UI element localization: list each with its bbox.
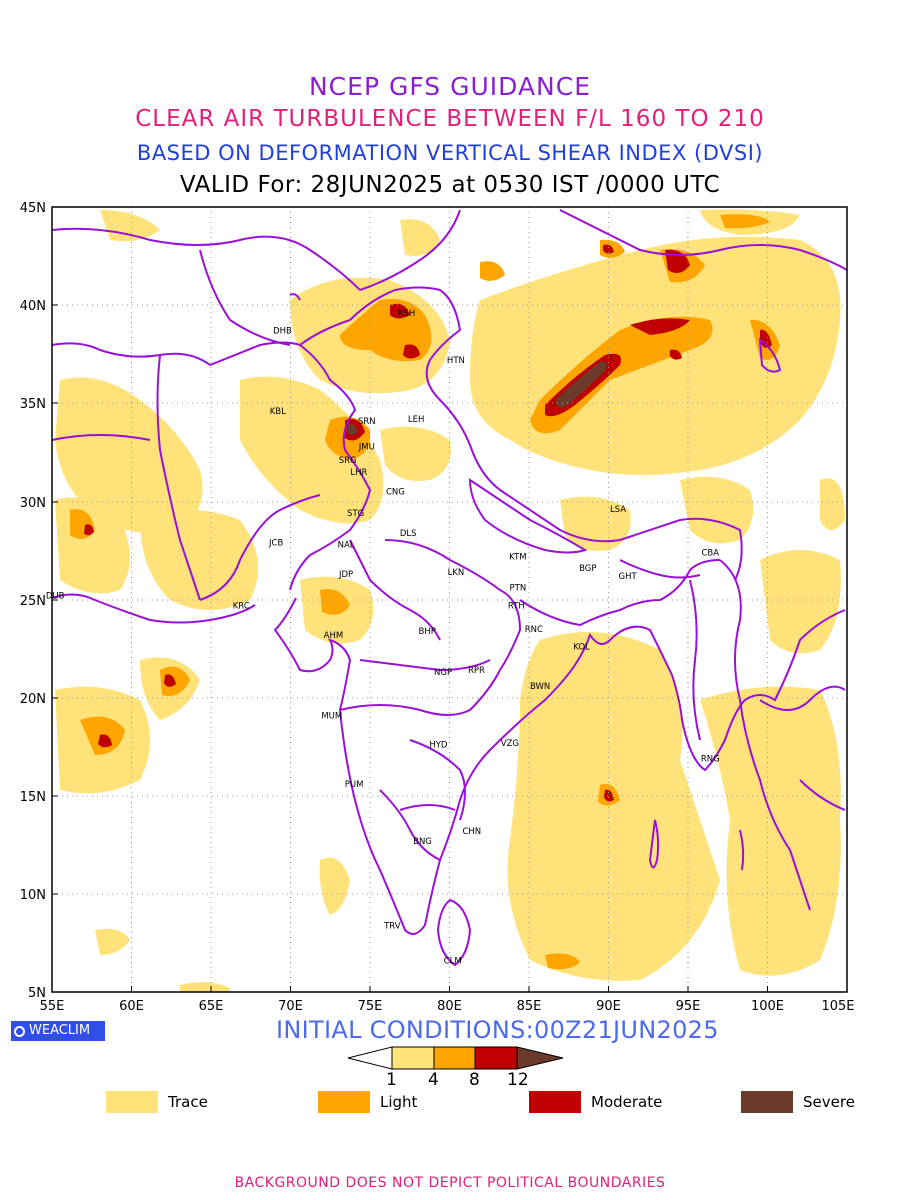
city-label-nal: NAL: [338, 541, 355, 551]
initial-conditions: INITIAL CONDITIONS:00Z21JUN2025: [276, 1016, 719, 1044]
colorbar-threshold: 8: [469, 1070, 480, 1090]
city-label-srg: SRG: [339, 456, 357, 466]
logo-text: WEACLIM: [29, 1023, 91, 1038]
city-label-kol: KOL: [573, 643, 590, 653]
legend-label: Severe: [803, 1093, 855, 1111]
city-label-cng: CNG: [386, 488, 405, 498]
city-label-hyd: HYD: [429, 741, 448, 751]
lon-label: 55E: [40, 999, 65, 1014]
city-label-dhb: DHB: [273, 327, 292, 337]
legend-swatch: [106, 1091, 158, 1113]
lat-label: 30N: [20, 496, 46, 511]
legend-swatch: [529, 1091, 581, 1113]
city-label-stg: STG: [347, 509, 364, 519]
city-label-ahm: AHM: [324, 631, 344, 641]
title-method: BASED ON DEFORMATION VERTICAL SHEAR INDE…: [136, 141, 764, 165]
city-label-cba: CBA: [702, 548, 720, 558]
city-label-lhr: LHR: [350, 468, 367, 478]
colorbar-threshold: 1: [386, 1070, 397, 1090]
title-model-guidance: NCEP GFS GUIDANCE: [308, 72, 591, 101]
lon-label: 65E: [199, 999, 224, 1014]
lat-label: 20N: [20, 692, 46, 707]
logo-ring-icon: [14, 1025, 25, 1037]
city-label-krc: KRC: [233, 601, 250, 611]
city-label-srn: SRN: [358, 417, 376, 427]
city-label-rng: RNG: [701, 755, 720, 765]
turbulence-shading: [55, 209, 845, 992]
city-label-kbl: KBL: [270, 407, 286, 417]
lon-label: 100E: [751, 999, 784, 1014]
city-label-htn: HTN: [447, 356, 465, 366]
weaclim-logo: WEACLIM: [11, 1021, 105, 1041]
city-label-clm: CLM: [444, 957, 462, 967]
footer-disclaimer: BACKGROUND DOES NOT DEPICT POLITICAL BOU…: [234, 1175, 666, 1191]
colorbar: [347, 1046, 564, 1070]
lat-label: 10N: [20, 888, 46, 903]
city-label-lsa: LSA: [610, 505, 626, 515]
legend-swatch: [741, 1091, 793, 1113]
colorbar-above-max: [516, 1046, 564, 1070]
city-label-jdp: JDP: [338, 570, 353, 580]
city-label-bhp: BHP: [419, 627, 436, 637]
lon-label: 70E: [278, 999, 303, 1014]
axis-ticks: [52, 206, 768, 993]
city-label-vzg: VZG: [501, 739, 519, 749]
legend-label: Moderate: [591, 1093, 663, 1111]
city-label-leh: LEH: [408, 415, 425, 425]
colorbar-threshold: 12: [507, 1070, 529, 1090]
city-label-jmu: JMU: [358, 442, 375, 452]
city-label-rnc: RNC: [525, 625, 543, 635]
city-label-lkn: LKN: [448, 568, 465, 578]
lat-label: 40N: [20, 299, 46, 314]
legend-label: Light: [380, 1093, 418, 1111]
city-label-bwn: BWN: [530, 682, 550, 692]
boundaries: [52, 209, 847, 967]
city-label-trv: TRV: [383, 921, 401, 931]
city-label-rpr: RPR: [468, 666, 485, 676]
lat-label: 45N: [20, 201, 46, 216]
legend-label: Trace: [168, 1093, 208, 1111]
city-label-ngp: NGP: [434, 668, 452, 678]
title-valid-time: VALID For: 28JUN2025 at 0530 IST /0000 U…: [179, 172, 721, 198]
lon-label: 95E: [676, 999, 701, 1014]
city-label-bng: BNG: [413, 837, 432, 847]
city-label-jcb: JCB: [268, 539, 283, 549]
lon-label: 105E: [821, 999, 854, 1014]
title-product: CLEAR AIR TURBULENCE BETWEEN F/L 160 TO …: [135, 106, 765, 132]
lat-label: 25N: [20, 594, 46, 609]
colorbar-threshold: 4: [428, 1070, 439, 1090]
city-label-ptn: PTN: [510, 584, 527, 594]
lat-label: 35N: [20, 397, 46, 412]
lon-label: 80E: [437, 999, 462, 1014]
city-label-bgp: BGP: [579, 564, 596, 574]
colorbar-below-min: [347, 1046, 393, 1070]
city-label-ksh: KSH: [398, 309, 415, 319]
lon-label: 60E: [119, 999, 144, 1014]
city-label-mum: MUM: [321, 711, 342, 721]
city-label-rth: RTH: [508, 601, 525, 611]
lon-label: 75E: [358, 999, 383, 1014]
city-label-chn: CHN: [462, 827, 481, 837]
colorbar-segment-light: [433, 1046, 476, 1070]
colorbar-segment-trace: [391, 1046, 435, 1070]
colorbar-segment-moderate: [474, 1046, 518, 1070]
lat-label: 5N: [28, 986, 46, 1001]
city-label-dls: DLS: [400, 529, 417, 539]
lat-label: 15N: [20, 790, 46, 805]
city-label-pum: PUM: [345, 780, 364, 790]
legend-swatch: [318, 1091, 370, 1113]
lon-label: 90E: [596, 999, 621, 1014]
city-label-dub: DUB: [46, 592, 65, 602]
city-label-ktm: KTM: [509, 552, 526, 562]
city-label-ght: GHT: [619, 572, 638, 582]
lon-label: 85E: [517, 999, 542, 1014]
